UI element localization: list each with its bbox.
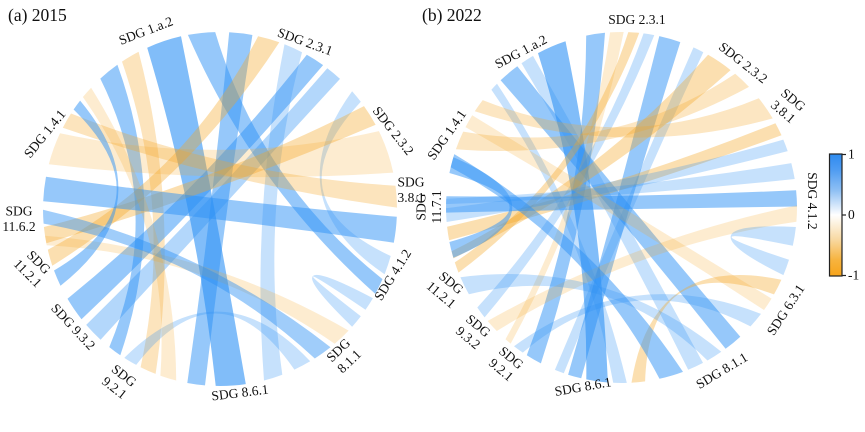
svg-text:1: 1	[848, 147, 855, 162]
svg-text:0: 0	[848, 207, 855, 222]
svg-text:(b) 2022: (b) 2022	[422, 5, 482, 25]
svg-text:SDG 8.6.1: SDG 8.6.1	[211, 382, 270, 404]
svg-text:SDG: SDG	[397, 174, 424, 189]
svg-text:(a) 2015: (a) 2015	[8, 5, 67, 25]
svg-text:11.6.2: 11.6.2	[2, 219, 35, 234]
svg-text:SDG: SDG	[413, 193, 428, 220]
svg-text:SDG 2.3.1: SDG 2.3.1	[608, 12, 665, 27]
svg-text:3.8.1: 3.8.1	[398, 190, 425, 205]
svg-text:-1: -1	[848, 268, 859, 283]
svg-text:SDG: SDG	[5, 203, 32, 218]
svg-text:11.7.1: 11.7.1	[429, 190, 444, 223]
svg-text:SDG 4.1.2: SDG 4.1.2	[805, 172, 820, 229]
